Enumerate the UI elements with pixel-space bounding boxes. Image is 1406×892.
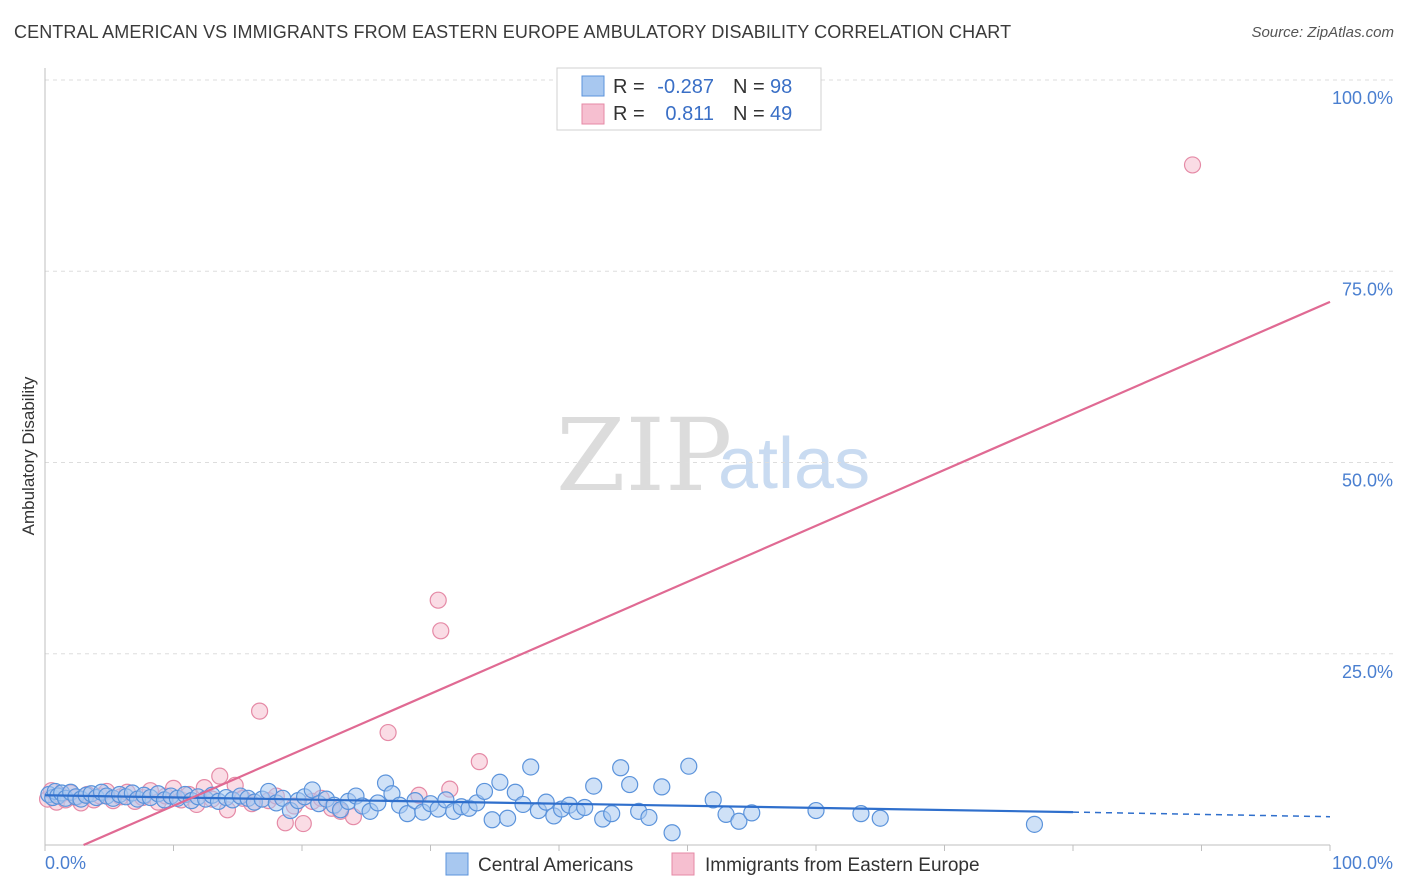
watermark-atlas: atlas [718,424,870,504]
blue-point-86 [640,808,658,827]
legend-n-value-pink: 49 [770,103,792,125]
x-tick-label-min: 0.0% [45,853,86,873]
bottom-legend-label-pink: Immigrants from Eastern Europe [705,855,980,876]
blue-point-80 [585,777,603,795]
y-tick-labels: 25.0% 50.0% 75.0% 100.0% [1332,88,1393,682]
y-tick-label-100: 100.0% [1332,88,1393,108]
legend-r-value-pink: 0.811 [665,103,714,125]
blue-point-69 [499,809,517,827]
blue-point-84 [621,775,639,794]
blue-point-43 [303,781,321,799]
blue-point-90 [704,791,722,809]
blue-trend-line [44,794,1074,814]
blue-point-96 [871,809,889,827]
bottom-legend-swatch-blue [445,852,469,876]
source-label: Source: ZipAtlas.com [1251,24,1394,41]
blue-point-89 [680,757,698,775]
gridlines [45,79,1393,655]
legend-r-label-blue: R = [613,76,645,98]
blue-point-68 [491,773,509,791]
x-axis-ticks [44,845,1331,851]
blue-point-87 [653,778,671,796]
blue-point-67 [483,811,501,829]
bottom-legend: Central Americans Immigrants from Easter… [445,852,980,876]
blue-series-points [40,757,1044,842]
pink-point-44 [429,591,447,609]
legend-n-value-blue: 98 [770,76,792,98]
blue-point-94 [807,801,825,820]
legend-swatch-pink [581,103,605,125]
blue-point-93 [743,804,761,822]
bottom-legend-label-blue: Central Americans [478,855,633,876]
chart-title: CENTRAL AMERICAN VS IMMIGRANTS FROM EAST… [14,22,1012,42]
pink-point-26 [211,767,229,785]
blue-point-79 [576,798,594,817]
blue-point-52 [369,794,387,812]
legend-n-label-pink: N = [733,103,765,125]
legend-box: R = -0.287 N = 98 R = 0.811 N = 49 [556,67,822,131]
blue-point-66 [475,782,494,801]
y-tick-label-75: 75.0% [1342,279,1393,299]
pink-trend-line [83,300,1331,847]
pink-point-48 [1183,156,1202,174]
pink-point-42 [379,723,397,742]
pink-point-31 [250,702,269,720]
x-tick-label-max: 100.0% [1332,853,1393,873]
legend-n-label-blue: N = [733,76,765,98]
blue-point-92 [730,812,748,830]
blue-point-88 [663,824,681,842]
blue-point-70 [506,783,524,801]
pink-point-47 [470,753,488,771]
blue-point-83 [612,759,630,777]
y-axis-title: Ambulatory Disability [19,376,38,535]
bottom-legend-swatch-pink [671,852,695,876]
blue-trend-extension [1072,811,1331,818]
blue-point-74 [537,793,555,811]
legend-swatch-blue [581,75,605,97]
blue-point-97 [1025,815,1044,833]
legend-r-value-blue: -0.287 [657,76,714,98]
watermark-zip: ZIP [556,397,732,514]
y-tick-label-50: 50.0% [1342,471,1393,491]
legend-r-label-pink: R = [613,103,645,125]
blue-point-71 [514,795,532,814]
blue-point-72 [522,758,540,776]
pink-point-45 [432,622,450,640]
trend-lines [44,300,1331,847]
y-tick-label-25: 25.0% [1342,662,1393,682]
blue-point-82 [603,805,621,823]
pink-point-36 [294,814,312,833]
